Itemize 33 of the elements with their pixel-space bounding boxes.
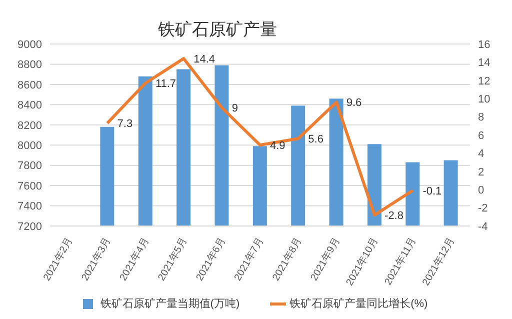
data-label: 14.4 <box>194 53 216 66</box>
y2-tick-label: 4 <box>478 148 484 160</box>
y-tick-label: 7600 <box>18 180 42 192</box>
y2-tick-label: 6 <box>478 130 484 142</box>
y-tick-label: 8000 <box>18 140 42 152</box>
legend-label: 铁矿石原矿产量同比增长(%) <box>290 296 428 311</box>
y-tick-label: 7400 <box>18 200 42 213</box>
data-label: -0.1 <box>422 185 442 198</box>
y-tick-label: 8800 <box>18 59 42 72</box>
data-label: 7.3 <box>117 118 133 130</box>
legend-label: 铁矿石原矿产量当期值(万吨) <box>100 296 240 311</box>
y2-tick-label: 12 <box>478 75 490 88</box>
data-label: 11.7 <box>155 78 176 90</box>
y2-tick-label: -4 <box>478 220 488 233</box>
y-tick-label: 7800 <box>18 160 42 172</box>
y-tick-label: 7200 <box>18 220 42 233</box>
data-label: 4.9 <box>270 140 286 152</box>
y-tick-label: 8200 <box>18 120 42 132</box>
data-label: 9.6 <box>346 97 362 110</box>
y2-tick-label: 16 <box>478 38 490 51</box>
y-tick-label: 8600 <box>18 79 42 92</box>
chart-title: 铁矿石原矿产量 <box>158 19 277 41</box>
y-tick-label: 9000 <box>18 38 42 51</box>
data-label: 9 <box>232 102 238 115</box>
y2-tick-label: 2 <box>478 166 484 178</box>
data-label: 5.6 <box>308 134 324 146</box>
y2-tick-label: 0 <box>478 184 484 197</box>
y2-tick-label: 8 <box>478 112 484 124</box>
y-tick-label: 8400 <box>18 100 42 112</box>
y2-tick-label: -2 <box>478 202 488 215</box>
y2-tick-label: 14 <box>478 57 490 70</box>
y2-tick-label: 10 <box>478 94 490 106</box>
data-label: -2.8 <box>384 210 404 222</box>
